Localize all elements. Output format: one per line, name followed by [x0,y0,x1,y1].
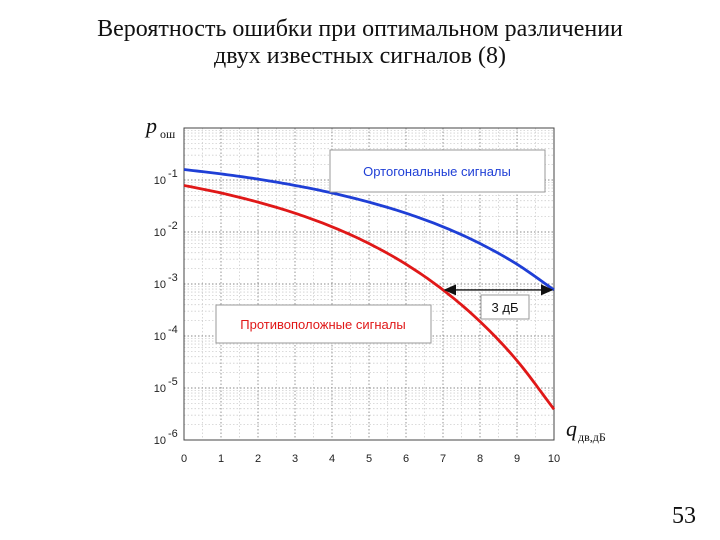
series-line-orthogonal [183,168,555,292]
y-tick-labels: 10-110-210-310-410-510-6 [154,168,178,447]
page-number: 53 [672,503,696,529]
y-tick-base: 10 [154,227,166,239]
x-tick-label: 10 [548,453,560,465]
y-tick-label: 10-6 [154,428,178,447]
y-tick-base: 10 [154,435,166,447]
x-tick-label: 0 [181,453,187,465]
y-tick-exponent: -2 [168,220,178,232]
series-lines [183,168,556,411]
gap-label: 3 дБ [492,300,519,315]
x-tick-label: 7 [440,453,446,465]
y-tick-base: 10 [154,331,166,343]
y-tick-label: 10-4 [154,324,178,343]
major-grid [184,128,554,440]
x-tick-label: 9 [514,453,520,465]
gap-label-box [480,294,530,320]
y-tick-exponent: -6 [168,428,178,440]
x-tick-labels: 0 1 2 3 4 5 6 7 8 9 10 [181,453,560,465]
x-tick-label: 6 [403,453,409,465]
legend-orthogonal-label: Ортогональные сигналы [363,164,511,179]
legend-orthogonal-box [329,149,546,193]
y-tick-label: 10-2 [154,220,178,239]
gap-annotation: 3 дБ [443,284,554,320]
y-tick-exponent: -3 [168,272,178,284]
y-axis-symbol: p [144,113,157,138]
x-axis-symbol: q [566,416,577,441]
y-tick-label: 10-1 [154,168,178,187]
legend-antipodal-label: Противоположные сигналы [240,317,405,332]
page-title: Вероятность ошибки при оптимальном разли… [0,16,720,70]
x-axis-subscript: дв,дБ [578,430,606,444]
series-line-antipodal [183,184,556,411]
x-tick-label: 1 [218,453,224,465]
x-tick-label: 5 [366,453,372,465]
y-tick-base: 10 [154,383,166,395]
legend-antipodal: Противоположные сигналы [215,304,432,344]
x-tick-label: 2 [255,453,261,465]
x-tick-label: 8 [477,453,483,465]
y-axis-subscript: ош [160,127,176,141]
plot-frame [183,127,555,441]
x-tick-label: 3 [292,453,298,465]
y-axis-label: p ош [144,113,176,141]
title-line-2: двух известных сигналов (8) [214,43,506,69]
title-line-1: Вероятность ошибки при оптимальном разли… [97,16,623,42]
y-tick-exponent: -4 [168,324,178,336]
y-tick-base: 10 [154,279,166,291]
legend-antipodal-box [215,304,432,344]
x-axis-label: q дв,дБ [566,416,606,444]
legend-orthogonal: Ортогональные сигналы [329,149,546,193]
y-tick-label: 10-5 [154,376,178,395]
y-tick-base: 10 [154,175,166,187]
x-tick-label: 4 [329,453,335,465]
y-tick-label: 10-3 [154,272,178,291]
y-tick-exponent: -1 [168,168,178,180]
y-tick-exponent: -5 [168,376,178,388]
